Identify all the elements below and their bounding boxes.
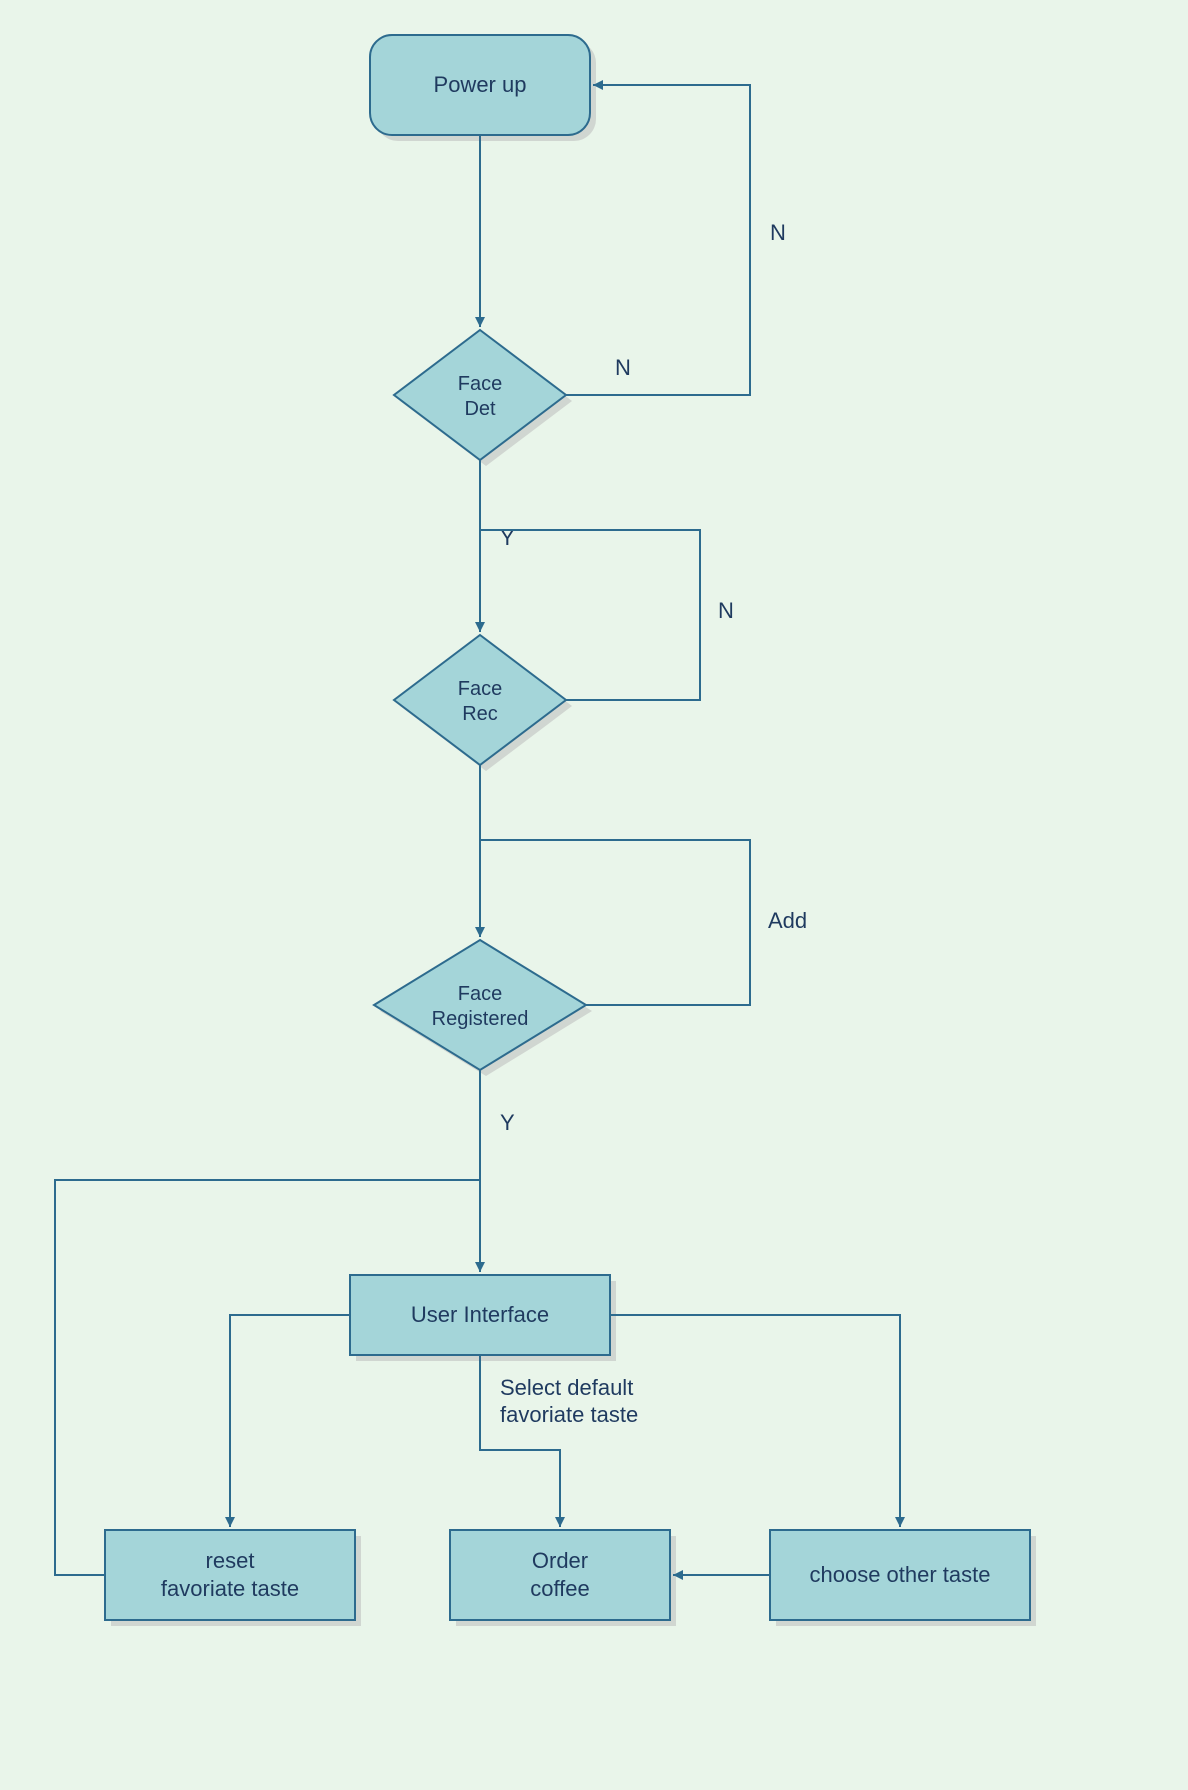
node-choose-label: choose other taste (809, 1562, 990, 1587)
node-power-up: Power up (370, 35, 596, 141)
edge-ui-to-reset (230, 1315, 350, 1527)
node-reset-taste: reset favoriate taste (105, 1530, 361, 1626)
node-ui-label: User Interface (411, 1302, 549, 1327)
node-choose-taste: choose other taste (770, 1530, 1036, 1626)
node-face-reg-label2: Registered (432, 1008, 529, 1030)
edge-det-n-label: N (615, 355, 631, 380)
node-reset-label1: reset (206, 1548, 255, 1573)
node-face-rec: Face Rec (394, 635, 572, 771)
node-order-coffee: Order coffee (450, 1530, 676, 1626)
node-reset-label2: favoriate taste (161, 1576, 299, 1601)
flowchart-canvas: Power up Face Det Face Rec Face Register… (0, 0, 1188, 1790)
edge-reg-add-label: Add (768, 908, 807, 933)
edge-det-n-label2: N (770, 220, 786, 245)
node-user-interface: User Interface (350, 1275, 616, 1361)
node-face-rec-label1: Face (458, 678, 502, 700)
edge-det-n-loop (566, 85, 750, 395)
node-face-det-label1: Face (458, 373, 502, 395)
node-face-det-label2: Det (464, 398, 496, 420)
node-face-det: Face Det (394, 330, 572, 466)
node-order-label2: coffee (530, 1576, 590, 1601)
edge-ui-order-label2: favoriate taste (500, 1402, 638, 1427)
node-face-reg-label1: Face (458, 983, 502, 1005)
edge-reset-to-ui (55, 1180, 480, 1575)
edge-reg-y-label: Y (500, 1110, 515, 1135)
node-power-up-label: Power up (434, 72, 527, 97)
edge-rec-n-label: N (718, 598, 734, 623)
edge-ui-to-choose (610, 1315, 900, 1527)
node-face-registered: Face Registered (374, 940, 592, 1076)
edge-ui-order-label1: Select default (500, 1375, 633, 1400)
node-face-rec-label2: Rec (462, 703, 498, 725)
edge-det-y-label: Y (500, 525, 515, 550)
node-order-label1: Order (532, 1548, 588, 1573)
